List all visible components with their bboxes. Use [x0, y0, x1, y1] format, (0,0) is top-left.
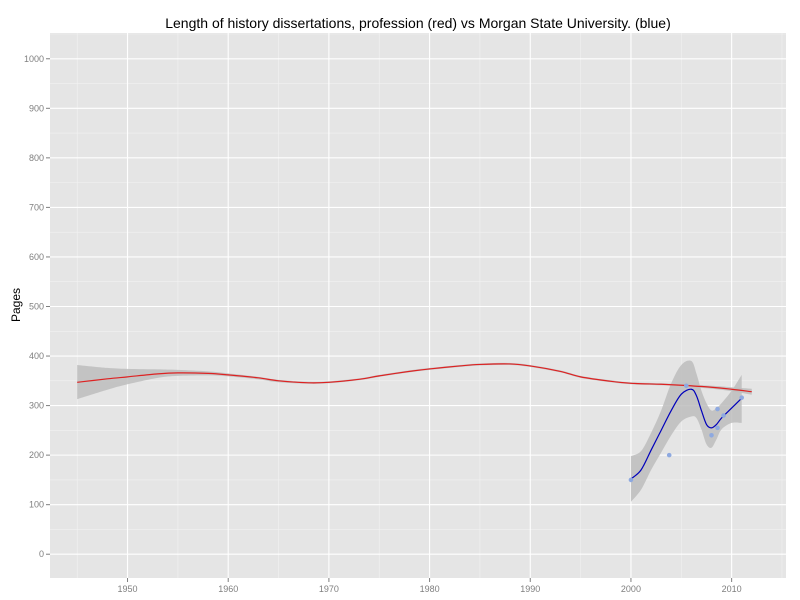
y-tick-label: 500	[29, 301, 44, 311]
x-tick-label: 1980	[420, 584, 440, 594]
x-tick-label: 1960	[218, 584, 238, 594]
series-0-line	[77, 363, 752, 393]
y-tick-label: 100	[29, 500, 44, 510]
data-point	[721, 413, 726, 418]
plot-panel	[50, 33, 786, 578]
y-tick-label: 0	[39, 549, 44, 559]
data-point	[715, 406, 720, 412]
x-tick-label: 2010	[722, 584, 742, 594]
data-point	[628, 477, 634, 483]
y-tick-label: 600	[29, 252, 44, 262]
data-point	[739, 395, 744, 400]
x-tick-label: 1990	[520, 584, 540, 594]
y-axis-title: Pages	[9, 288, 23, 322]
x-tick-label: 2000	[621, 584, 641, 594]
y-tick-label: 700	[29, 202, 44, 212]
series-1-confidence-band	[630, 360, 742, 502]
y-tick-label: 200	[29, 450, 44, 460]
y-tick-label: 800	[29, 153, 44, 163]
data-point	[709, 433, 714, 438]
y-tick-label: 300	[29, 401, 44, 411]
series-1-line	[630, 388, 743, 480]
chart-title: Length of history dissertations, profess…	[165, 15, 671, 31]
y-tick-label: 900	[29, 103, 44, 113]
data-point	[715, 425, 720, 431]
y-tick-label: 1000	[24, 54, 44, 64]
data-point	[666, 452, 672, 458]
data-point	[684, 383, 689, 389]
y-tick-label: 400	[29, 351, 44, 361]
x-tick-label: 1970	[319, 584, 339, 594]
x-tick-label: 1950	[118, 584, 138, 594]
